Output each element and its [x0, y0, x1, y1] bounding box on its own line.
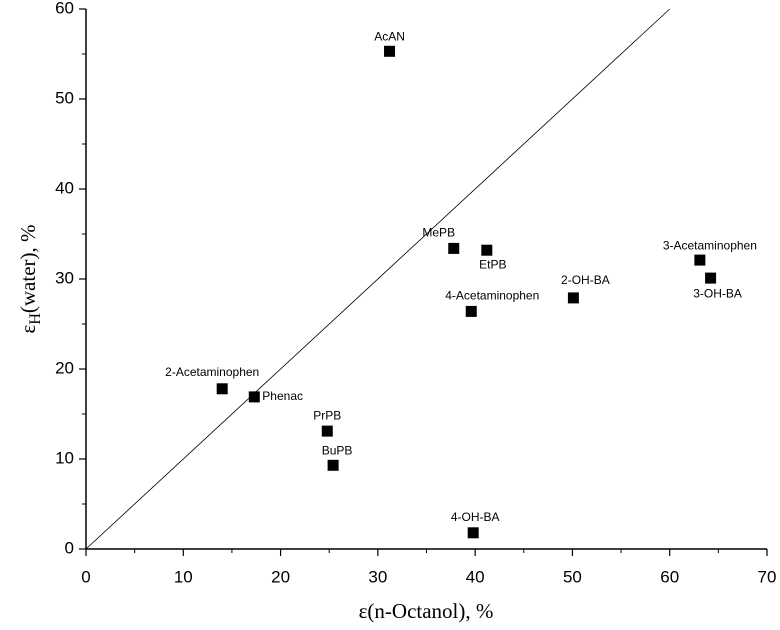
reference-line — [85, 8, 670, 550]
point-label: MePB — [422, 226, 455, 240]
x-tick-label: 70 — [758, 567, 777, 586]
point — [705, 272, 717, 284]
point — [448, 242, 460, 254]
y-tick-label: 30 — [55, 268, 74, 287]
point-label: 3-Acetaminophen — [663, 238, 757, 252]
y-tick-label: 40 — [55, 178, 74, 197]
x-tick-label: 40 — [466, 567, 485, 586]
point — [481, 244, 493, 256]
point — [465, 305, 477, 317]
x-axis-label: ε(n-Octanol), % — [359, 599, 494, 623]
y-tick-label: 20 — [55, 358, 74, 377]
point-label: AcAN — [374, 29, 405, 43]
point-label: Phenac — [262, 389, 303, 403]
point — [327, 459, 339, 471]
point — [567, 292, 579, 304]
point-label: 4-Acetaminophen — [445, 289, 539, 303]
point — [248, 391, 260, 403]
y-tick-label: 0 — [65, 538, 74, 557]
point — [321, 425, 333, 437]
y-axis-subscript: H — [27, 313, 44, 325]
x-tick-label: 60 — [660, 567, 679, 586]
point-label: EtPB — [479, 257, 506, 271]
y-tick-label: 10 — [55, 448, 74, 467]
y-axis-label: εH(water), % — [16, 224, 44, 333]
point — [467, 527, 479, 539]
point-label: 3-OH-BA — [693, 286, 742, 300]
x-tick-label: 50 — [563, 567, 582, 586]
point — [384, 45, 396, 57]
y-tick-label: 60 — [55, 0, 74, 17]
point-label: PrPB — [313, 408, 341, 422]
point-label: BuPB — [322, 443, 353, 457]
point — [216, 383, 228, 395]
y-tick-label: 50 — [55, 88, 74, 107]
x-tick-label: 0 — [81, 567, 90, 586]
point-label: 2-OH-BA — [561, 273, 610, 287]
x-tick-label: 10 — [174, 567, 193, 586]
point-label: 2-Acetaminophen — [165, 365, 259, 379]
x-tick-label: 20 — [271, 567, 290, 586]
point-label: 4-OH-BA — [451, 510, 500, 524]
y-axis-rest: (water), % — [16, 224, 40, 313]
y-axis-symbol: ε — [16, 325, 40, 334]
x-tick-label: 30 — [368, 567, 387, 586]
point — [694, 254, 706, 266]
